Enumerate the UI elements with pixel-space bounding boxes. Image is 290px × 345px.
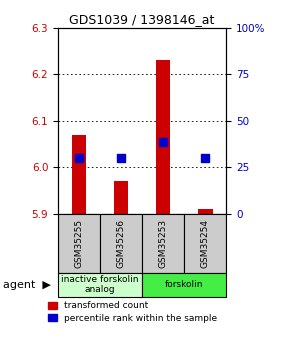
Text: agent  ▶: agent ▶ <box>3 280 51 289</box>
Text: GSM35255: GSM35255 <box>75 219 84 268</box>
Point <box>119 155 124 161</box>
Title: GDS1039 / 1398146_at: GDS1039 / 1398146_at <box>69 13 215 27</box>
Bar <box>156 60 171 214</box>
Bar <box>100 214 142 273</box>
Legend: transformed count, percentile rank within the sample: transformed count, percentile rank withi… <box>48 301 218 323</box>
Bar <box>114 181 128 214</box>
Bar <box>58 273 142 297</box>
Bar <box>198 209 213 214</box>
Text: forskolin: forskolin <box>165 280 203 289</box>
Bar <box>184 214 226 273</box>
Text: GSM35253: GSM35253 <box>159 219 168 268</box>
Bar <box>72 135 86 214</box>
Point <box>77 155 81 161</box>
Text: GSM35256: GSM35256 <box>117 219 126 268</box>
Bar <box>58 214 100 273</box>
Point <box>161 139 165 145</box>
Point <box>203 155 208 161</box>
Text: inactive forskolin
analog: inactive forskolin analog <box>61 275 139 294</box>
Bar <box>142 214 184 273</box>
Bar <box>142 273 226 297</box>
Text: GSM35254: GSM35254 <box>201 219 210 268</box>
